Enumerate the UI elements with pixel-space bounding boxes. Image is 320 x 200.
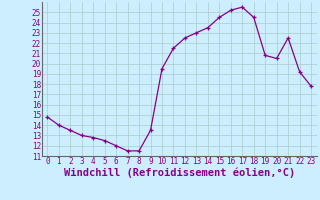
X-axis label: Windchill (Refroidissement éolien,°C): Windchill (Refroidissement éolien,°C) — [64, 167, 295, 178]
